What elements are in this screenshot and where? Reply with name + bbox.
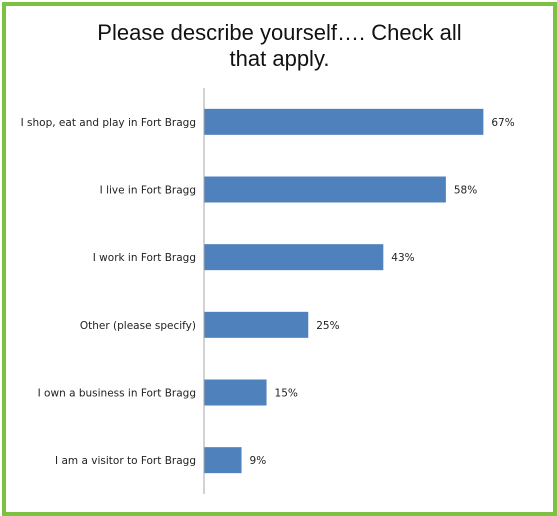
bar-chart: I shop, eat and play in Fort Bragg 67% I l… bbox=[21, 88, 515, 494]
value-label: 15% bbox=[275, 388, 298, 400]
bar bbox=[204, 108, 484, 135]
value-label: 58% bbox=[454, 185, 477, 197]
value-label: 67% bbox=[491, 117, 514, 129]
category-label: I live in Fort Bragg bbox=[100, 185, 196, 197]
bar-group: I live in Fort Bragg 58% bbox=[100, 176, 477, 203]
value-label: 25% bbox=[316, 320, 339, 332]
bar bbox=[204, 447, 242, 474]
bar bbox=[204, 176, 446, 203]
bar bbox=[204, 311, 309, 338]
category-label: Other (please specify) bbox=[80, 320, 196, 332]
category-label: I am a visitor to Fort Bragg bbox=[55, 455, 196, 467]
value-label: 43% bbox=[391, 252, 414, 264]
bar bbox=[204, 244, 384, 271]
bar-group: I own a business in Fort Bragg 15% bbox=[38, 379, 298, 406]
chart-title-line-1: Please describe yourself…. Check all bbox=[97, 20, 462, 45]
bars-layer: I shop, eat and play in Fort Bragg 67% I l… bbox=[21, 108, 515, 474]
bar bbox=[204, 379, 267, 406]
category-label: I shop, eat and play in Fort Bragg bbox=[21, 117, 196, 129]
bar-group: I work in Fort Bragg 43% bbox=[93, 244, 415, 271]
category-label: I own a business in Fort Bragg bbox=[38, 388, 196, 400]
bar-group: I am a visitor to Fort Bragg 9% bbox=[55, 447, 267, 474]
chart-title: Please describe yourself…. Check all tha… bbox=[6, 20, 553, 72]
value-label: 9% bbox=[250, 455, 267, 467]
category-label: I work in Fort Bragg bbox=[93, 252, 196, 264]
bar-group: Other (please specify) 25% bbox=[80, 311, 340, 338]
bar-group: I shop, eat and play in Fort Bragg 67% bbox=[21, 108, 515, 135]
chart-title-line-2: that apply. bbox=[229, 46, 330, 71]
